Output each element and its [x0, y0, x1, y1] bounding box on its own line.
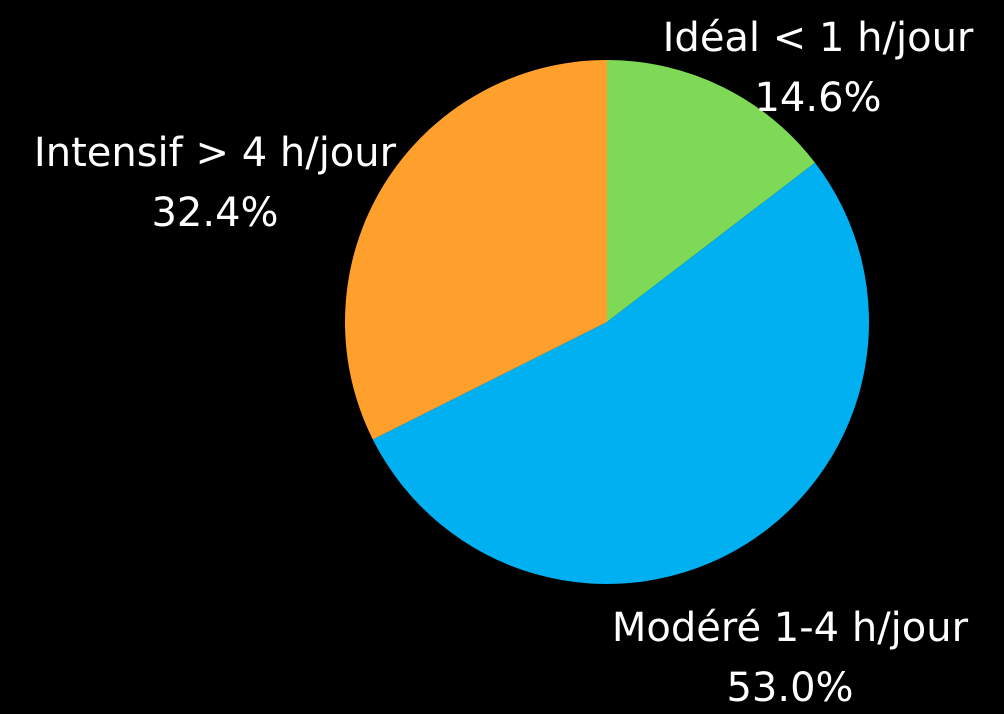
slice-label: Intensif > 4 h/jour: [34, 130, 397, 176]
pie-slice: [344, 60, 607, 440]
pie-slice: [607, 60, 816, 322]
slice-label: Idéal < 1 h/jour: [663, 15, 974, 61]
slice-value-label: 14.6%: [754, 75, 881, 121]
slice-value-label: 32.4%: [151, 190, 278, 236]
slice-label: Modéré 1-4 h/jour: [612, 605, 969, 651]
pie-slice: [372, 162, 869, 584]
slice-value-label: 53.0%: [726, 665, 853, 711]
